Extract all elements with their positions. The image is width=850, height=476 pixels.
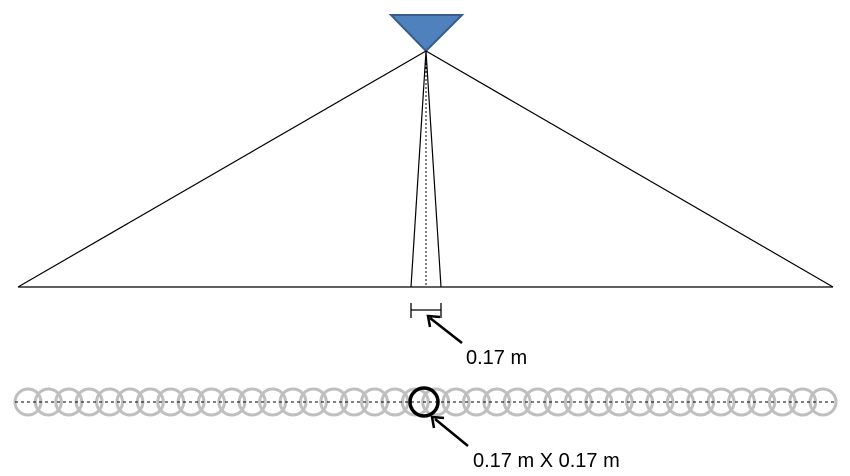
sensor-triangle-icon xyxy=(388,14,465,53)
footprint-ring xyxy=(502,387,532,417)
spot-width-arrow-icon xyxy=(426,314,463,344)
footprint-ring xyxy=(196,387,226,417)
beam-right-edge xyxy=(425,50,442,288)
pixel-size-label: 0.17 m X 0.17 m xyxy=(473,450,620,472)
beam-left-edge xyxy=(410,50,427,288)
footprint-ring xyxy=(298,387,328,417)
highlighted-footprint-ring xyxy=(408,386,440,418)
swath-left-edge xyxy=(17,50,427,288)
swath-right-edge xyxy=(425,50,834,288)
spot-width-label: 0.17 m xyxy=(466,347,527,369)
spot-width-bracket xyxy=(410,303,442,318)
footprint-ring xyxy=(95,387,125,417)
footprint-ring xyxy=(706,387,736,417)
pixel-size-arrow-icon xyxy=(430,415,469,447)
footprint-ring xyxy=(604,387,634,417)
